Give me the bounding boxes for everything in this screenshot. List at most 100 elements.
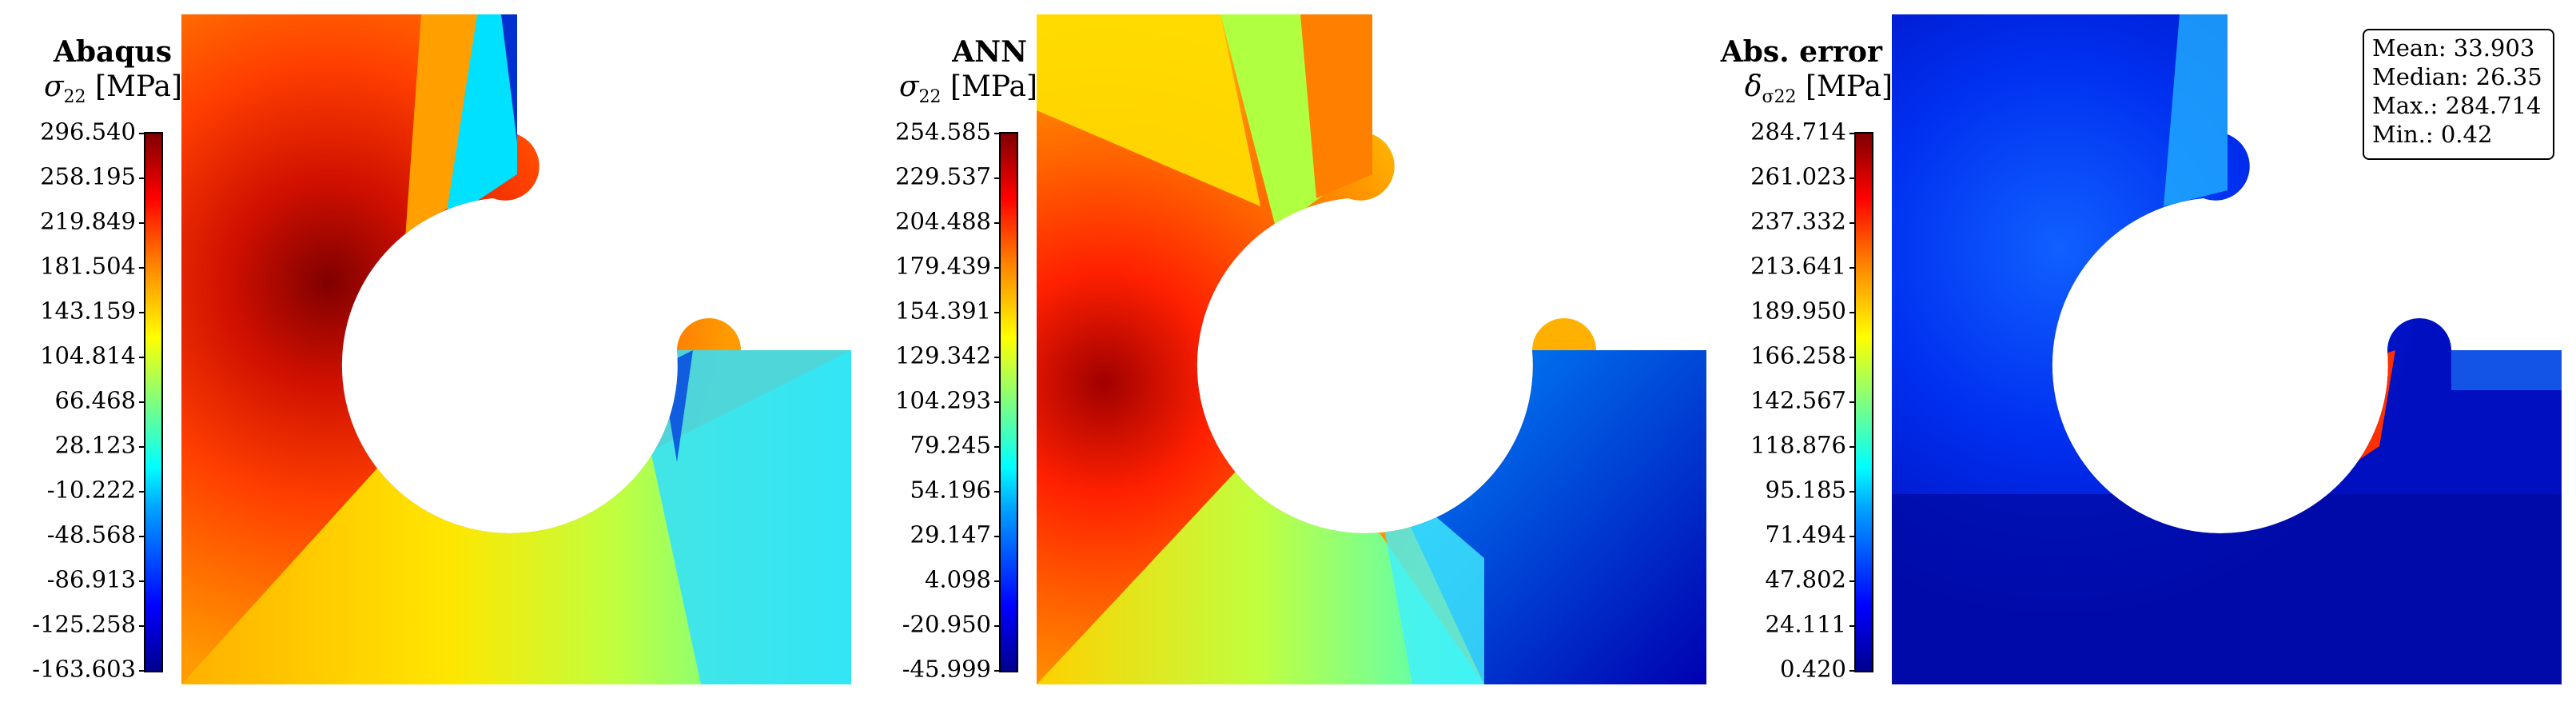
tick-mark (994, 133, 1001, 134)
tick-mark (139, 491, 145, 493)
tick-mark (139, 625, 145, 627)
tick-mark (994, 222, 1001, 224)
tick-mark (1849, 536, 1856, 537)
panel-title: Abs. error (1720, 35, 1882, 69)
stat-median: Median: 26.35 (2372, 63, 2542, 90)
tick-mark (1849, 357, 1856, 358)
tick-mark (1849, 177, 1856, 179)
tick-label: 79.245 (910, 431, 991, 459)
tick-label: 254.585 (895, 118, 991, 146)
tick-label: 28.123 (54, 431, 136, 459)
tick-mark (994, 446, 1001, 448)
tick-label: 166.258 (1750, 341, 1846, 369)
panel-abaqus: Abaqus σ22 [MPa] 296.540 258.195 219.849… (0, 0, 855, 702)
panel-ann: ANN σ22 [MPa] 254.585 229.537 204.488 17… (855, 0, 1710, 702)
label-symbol: σ (898, 70, 919, 103)
tick-mark (1849, 670, 1856, 672)
tick-label: 4.098 (924, 565, 991, 593)
tick-label: 237.332 (1750, 207, 1846, 235)
tick-mark (994, 670, 1001, 672)
tick-label: 181.504 (40, 252, 136, 280)
tick-label: 154.391 (895, 297, 991, 325)
tick-label: 54.196 (910, 476, 991, 504)
tick-label: 258.195 (40, 162, 136, 190)
colorbar-label: δσ22 [MPa] (1745, 70, 1893, 107)
label-subscript: 22 (63, 87, 86, 108)
tick-label: -125.258 (32, 610, 136, 638)
tick-mark (1849, 133, 1856, 134)
tick-label: 213.641 (1750, 252, 1846, 280)
tick-label: 24.111 (1765, 610, 1846, 638)
tick-label: 189.950 (1750, 297, 1846, 325)
tick-mark (994, 580, 1001, 582)
label-unit: [MPa] (1805, 70, 1893, 103)
tick-label: 66.468 (54, 386, 136, 414)
tick-label: 229.537 (895, 162, 991, 190)
tick-label: 261.023 (1750, 162, 1846, 190)
stress-field-abaqus (181, 14, 851, 684)
tick-mark (139, 536, 145, 537)
tick-mark (994, 625, 1001, 627)
stat-mean: Mean: 33.903 (2372, 34, 2535, 62)
tick-label: 296.540 (40, 118, 136, 146)
tick-mark (1849, 401, 1856, 403)
colorbar (144, 132, 163, 672)
stat-max: Max.: 284.714 (2372, 92, 2542, 119)
label-symbol: σ (43, 70, 64, 103)
stat-min: Min.: 0.42 (2372, 121, 2493, 148)
tick-label: 179.439 (895, 252, 991, 280)
tick-label: -48.568 (46, 521, 136, 548)
tick-label: -163.603 (32, 655, 136, 683)
tick-label: 129.342 (895, 341, 991, 369)
tick-label: -86.913 (46, 565, 136, 593)
tick-label: -10.222 (46, 476, 136, 504)
tick-mark (139, 580, 145, 582)
tick-label: 284.714 (1750, 118, 1846, 146)
tick-label: 104.293 (895, 386, 991, 414)
colorbar-ticks: 254.585 229.537 204.488 179.439 154.391 … (855, 120, 1001, 680)
tick-label: -45.999 (902, 655, 991, 683)
tick-mark (1849, 446, 1856, 448)
tick-mark (1849, 267, 1856, 269)
tick-label: 142.567 (1750, 386, 1846, 414)
colorbar-label: σ22 [MPa] (44, 70, 182, 107)
panel-title: Abaqus (53, 35, 172, 69)
tick-mark (139, 133, 145, 134)
colorbar (999, 132, 1018, 672)
colorbar-ticks: 284.714 261.023 237.332 213.641 189.950 … (1710, 120, 1856, 680)
label-subscript: 22 (918, 87, 942, 108)
tick-label: 118.876 (1750, 431, 1846, 459)
panel-title: ANN (952, 35, 1027, 69)
label-symbol: δ (1744, 70, 1762, 103)
error-stats-box: Mean: 33.903 Median: 26.35 Max.: 284.714… (2363, 29, 2554, 160)
colorbar-label: σ22 [MPa] (899, 70, 1037, 107)
tick-label: 71.494 (1765, 521, 1846, 548)
label-unit: [MPa] (94, 70, 182, 103)
tick-mark (994, 401, 1001, 403)
tick-label: 219.849 (40, 207, 136, 235)
tick-mark (1849, 491, 1856, 493)
tick-label: 29.147 (910, 521, 991, 548)
tick-label: 143.159 (40, 297, 136, 325)
tick-mark (139, 177, 145, 179)
tick-mark (994, 491, 1001, 493)
tick-label: 104.814 (40, 341, 136, 369)
colorbar-ticks: 296.540 258.195 219.849 181.504 143.159 … (0, 120, 145, 680)
tick-mark (994, 177, 1001, 179)
label-unit: [MPa] (950, 70, 1037, 103)
colorbar (1854, 132, 1873, 672)
tick-mark (139, 446, 145, 448)
label-subscript: σ22 (1762, 87, 1797, 108)
tick-mark (1849, 625, 1856, 627)
tick-mark (139, 401, 145, 403)
tick-mark (139, 312, 145, 313)
tick-mark (1849, 312, 1856, 313)
tick-mark (139, 357, 145, 358)
tick-mark (994, 267, 1001, 269)
tick-mark (994, 357, 1001, 358)
tick-mark (139, 267, 145, 269)
tick-mark (139, 670, 145, 672)
tick-label: 0.420 (1779, 655, 1846, 683)
tick-mark (994, 536, 1001, 537)
tick-mark (1849, 222, 1856, 224)
